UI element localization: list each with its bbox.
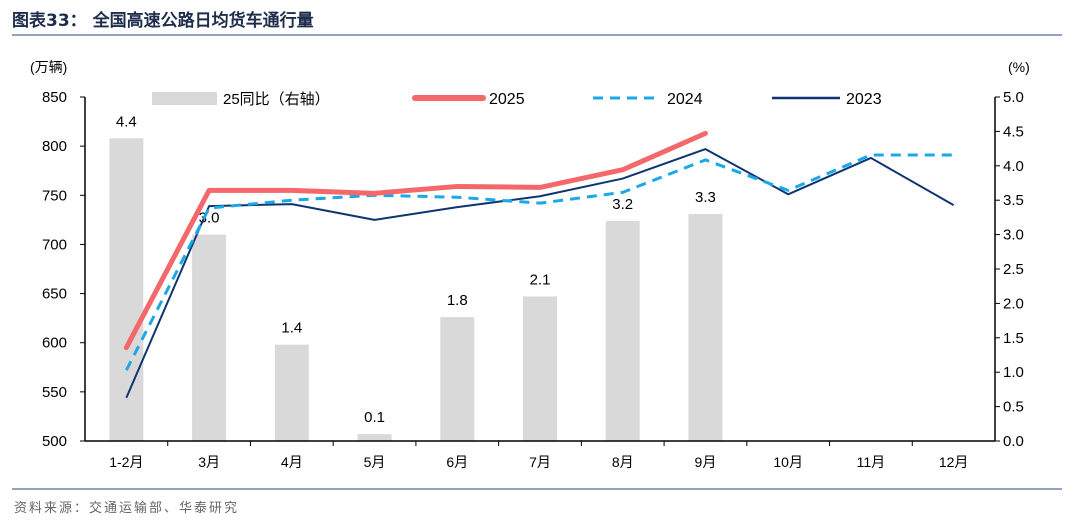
left-tick-label: 850 xyxy=(42,89,67,106)
bar xyxy=(605,220,640,441)
left-tick-label: 650 xyxy=(42,286,67,303)
series-line-2025 xyxy=(123,130,708,351)
bottom-divider xyxy=(12,488,1062,490)
x-tick-label: 5月 xyxy=(364,454,386,470)
right-tick-label: 2.5 xyxy=(1003,261,1024,278)
left-tick-label: 550 xyxy=(42,384,67,401)
bar-data-label: 4.4 xyxy=(116,113,137,130)
top-divider xyxy=(12,34,1062,36)
chart-title: 图表33： 全国高速公路日均货车通行量 xyxy=(12,11,314,31)
bar xyxy=(109,138,144,441)
series-line-2024 xyxy=(125,153,954,371)
source-note: 资料来源：交通运输部、华泰研究 xyxy=(14,501,240,516)
x-tick-label: 4月 xyxy=(281,454,303,470)
bar-data-label: 1.4 xyxy=(281,320,302,337)
bar-data-label: 3.0 xyxy=(199,210,220,227)
right-tick-label: 2.0 xyxy=(1003,295,1024,312)
right-tick-label: 1.5 xyxy=(1003,330,1024,347)
bar-data-label: 2.1 xyxy=(530,272,551,289)
right-tick-label: 1.0 xyxy=(1003,364,1024,381)
x-tick-label: 12月 xyxy=(939,454,969,470)
x-tick-label: 7月 xyxy=(529,454,551,470)
x-tick-label: 1-2月 xyxy=(109,454,143,470)
bar-data-label: 0.1 xyxy=(364,409,385,426)
bar-data-label: 3.2 xyxy=(612,196,633,213)
bar xyxy=(274,344,309,441)
left-tick-label: 750 xyxy=(42,187,67,204)
series-line-2023 xyxy=(125,148,955,399)
legend-label-2023: 2023 xyxy=(846,91,882,108)
right-axis-unit: (%) xyxy=(1008,59,1030,75)
left-tick-label: 500 xyxy=(42,433,67,450)
bar xyxy=(688,213,723,441)
left-tick-label: 700 xyxy=(42,236,67,253)
legend-label-2025: 2025 xyxy=(489,91,525,108)
right-tick-label: 0.0 xyxy=(1003,433,1024,450)
right-tick-label: 4.0 xyxy=(1003,158,1024,175)
legend-label-2024: 2024 xyxy=(667,91,703,108)
left-axis-unit: (万辆) xyxy=(30,59,67,75)
x-tick-label: 3月 xyxy=(198,454,220,470)
bar xyxy=(192,234,227,441)
bar xyxy=(357,434,392,441)
right-tick-label: 5.0 xyxy=(1003,89,1024,106)
legend-swatch-bars xyxy=(152,92,217,105)
left-tick-label: 600 xyxy=(42,335,67,352)
right-tick-label: 4.5 xyxy=(1003,123,1024,140)
bar xyxy=(523,296,557,441)
legend-label-bars: 25同比（右轴） xyxy=(223,91,330,108)
bar xyxy=(440,317,475,441)
right-tick-label: 3.0 xyxy=(1003,227,1024,244)
x-tick-label: 10月 xyxy=(773,454,803,470)
x-tick-label: 11月 xyxy=(857,454,886,470)
bar-data-label: 1.8 xyxy=(447,292,468,309)
right-tick-label: 3.5 xyxy=(1003,192,1024,209)
right-tick-label: 0.5 xyxy=(1003,399,1024,416)
x-tick-label: 8月 xyxy=(612,454,634,470)
x-tick-label: 9月 xyxy=(695,454,717,470)
bar-data-label: 3.3 xyxy=(695,189,716,206)
left-tick-label: 800 xyxy=(42,138,67,155)
x-tick-label: 6月 xyxy=(446,454,468,470)
